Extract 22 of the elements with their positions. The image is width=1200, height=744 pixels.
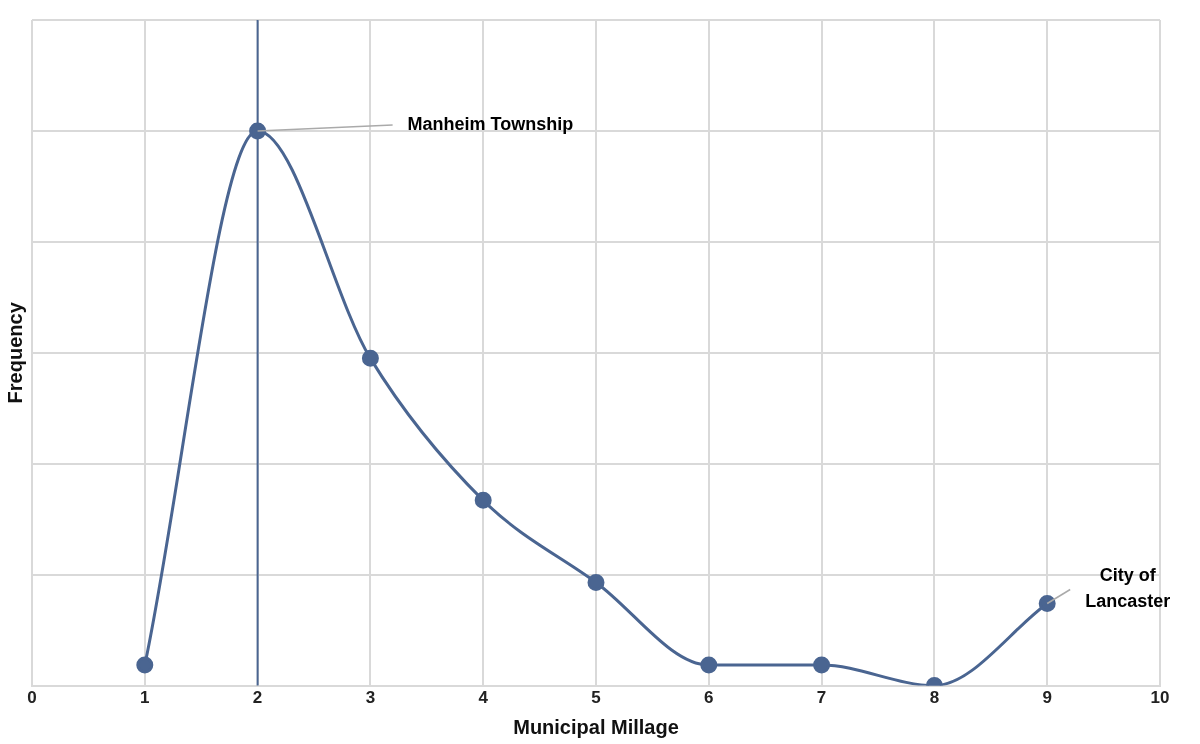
x-tick-label: 8 bbox=[929, 688, 940, 708]
x-tick-label: 2 bbox=[252, 688, 263, 708]
point bbox=[361, 349, 379, 367]
x-tick-label: 9 bbox=[1042, 688, 1052, 708]
x-tick-label: 7 bbox=[816, 688, 827, 708]
x-tick-label: 10 bbox=[1150, 688, 1170, 708]
annotation: City of Lancaster bbox=[1085, 565, 1171, 612]
y-axis-title: Frequency bbox=[3, 301, 26, 404]
x-tick-label: 3 bbox=[365, 688, 376, 708]
x-tick-label: 4 bbox=[478, 688, 489, 708]
x-tick-label: 5 bbox=[591, 688, 601, 708]
point bbox=[700, 656, 718, 674]
x-axis-title: Municipal Millage bbox=[513, 715, 679, 738]
point bbox=[813, 656, 831, 674]
point bbox=[136, 656, 154, 674]
x-tick-label: 1 bbox=[140, 688, 150, 708]
point bbox=[474, 491, 492, 509]
point bbox=[1038, 595, 1056, 613]
x-tick-label: 6 bbox=[704, 688, 714, 708]
point bbox=[587, 573, 605, 591]
x-tick-label: 0 bbox=[27, 688, 37, 708]
annotation: Manheim Township bbox=[407, 113, 574, 134]
